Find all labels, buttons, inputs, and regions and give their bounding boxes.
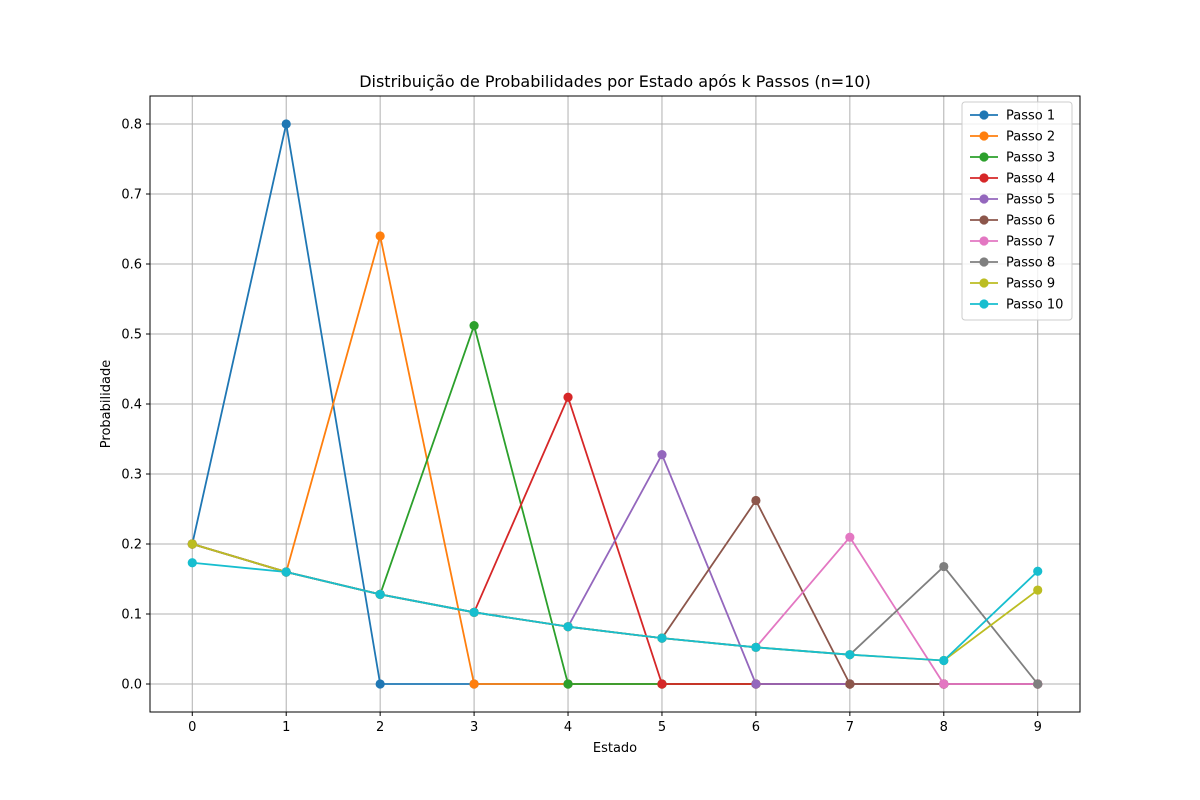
- data-point: [939, 679, 949, 689]
- legend-item: Passo 4: [970, 172, 1055, 187]
- x-tick-label: 5: [658, 720, 666, 735]
- legend-item: Passo 10: [970, 298, 1063, 313]
- data-point: [1033, 585, 1043, 595]
- legend-marker: [979, 257, 989, 267]
- data-point: [187, 539, 197, 549]
- data-point: [281, 119, 291, 129]
- y-tick-label: 0.4: [121, 398, 142, 413]
- legend-item: Passo 2: [970, 130, 1055, 145]
- data-point: [751, 642, 761, 652]
- data-point: [469, 679, 479, 689]
- legend-marker: [979, 131, 989, 141]
- data-point: [845, 679, 855, 689]
- legend-item: Passo 7: [970, 235, 1055, 250]
- legend-label: Passo 9: [1006, 277, 1055, 292]
- legend-label: Passo 2: [1006, 130, 1055, 145]
- legend-marker: [979, 215, 989, 225]
- y-tick-label: 0.0: [121, 678, 142, 693]
- y-tick-label: 0.2: [121, 538, 142, 553]
- legend-item: Passo 6: [970, 214, 1055, 229]
- y-tick-label: 0.1: [121, 608, 142, 623]
- series-lines: [187, 119, 1043, 689]
- data-point: [939, 655, 949, 666]
- data-point: [751, 679, 761, 689]
- data-point: [1033, 679, 1043, 689]
- y-axis-label: Probabilidade: [99, 360, 114, 448]
- x-tick-label: 3: [470, 720, 478, 735]
- legend-label: Passo 4: [1006, 172, 1055, 187]
- data-point: [281, 567, 291, 577]
- legend-label: Passo 3: [1006, 151, 1055, 166]
- data-point: [845, 650, 855, 660]
- x-axis-label: Estado: [593, 741, 637, 756]
- data-point: [469, 607, 479, 617]
- legend-label: Passo 1: [1006, 109, 1055, 124]
- x-tick-label: 4: [564, 720, 572, 735]
- legend-marker: [979, 173, 989, 183]
- x-tick-label: 8: [940, 720, 948, 735]
- data-point: [657, 450, 667, 460]
- data-point: [187, 558, 197, 568]
- legend-marker: [979, 110, 989, 120]
- y-tick-label: 0.7: [121, 188, 142, 203]
- data-point: [563, 392, 573, 402]
- series-10: [187, 558, 1043, 666]
- y-tick-label: 0.5: [121, 328, 142, 343]
- legend-label: Passo 6: [1006, 214, 1055, 229]
- data-point: [845, 532, 855, 542]
- x-tick-label: 1: [282, 720, 290, 735]
- legend-item: Passo 1: [970, 109, 1055, 124]
- x-tick-label: 6: [752, 720, 760, 735]
- legend: Passo 1 Passo 2 Passo 3 Passo 4 Passo 5 Passo…: [961, 101, 1073, 321]
- data-point: [375, 679, 385, 689]
- data-point: [751, 495, 761, 506]
- series-line: [192, 561, 1039, 662]
- legend-label: Passo 10: [1006, 298, 1063, 313]
- y-tick-label: 0.6: [121, 258, 142, 273]
- legend-item: Passo 3: [970, 151, 1055, 166]
- x-tick-label: 2: [376, 720, 384, 735]
- legend-item: Passo 5: [970, 193, 1055, 208]
- data-point: [375, 589, 385, 600]
- y-tick-label: 0.3: [121, 468, 142, 483]
- data-point: [657, 679, 667, 689]
- legend-label: Passo 8: [1006, 256, 1055, 271]
- axis-ticks: 0 1 2 3 4 5 6 7 8 9 0.0 0.1 0.2 0.3 0.4 0.5 0.6 0.7 0.8: [121, 118, 1042, 736]
- data-point: [469, 321, 479, 331]
- legend-marker: [979, 299, 989, 309]
- legend-label: Passo 7: [1006, 235, 1055, 250]
- x-tick-label: 0: [188, 720, 196, 735]
- chart-title: Distribuição de Probabilidades por Estad…: [359, 72, 871, 91]
- legend-marker: [979, 194, 989, 204]
- legend-marker: [979, 278, 989, 288]
- data-point: [563, 679, 573, 689]
- legend-marker: [979, 152, 989, 162]
- data-point: [657, 633, 667, 643]
- legend-item: Passo 9: [970, 277, 1055, 292]
- data-point: [563, 622, 573, 632]
- y-tick-label: 0.8: [121, 118, 142, 133]
- legend-item: Passo 8: [970, 256, 1055, 271]
- data-point: [375, 231, 385, 241]
- x-tick-label: 7: [846, 720, 854, 735]
- x-tick-label: 9: [1034, 720, 1042, 735]
- legend-marker: [979, 236, 989, 246]
- legend-label: Passo 5: [1006, 193, 1055, 208]
- data-point: [939, 561, 949, 572]
- data-point: [1033, 566, 1043, 576]
